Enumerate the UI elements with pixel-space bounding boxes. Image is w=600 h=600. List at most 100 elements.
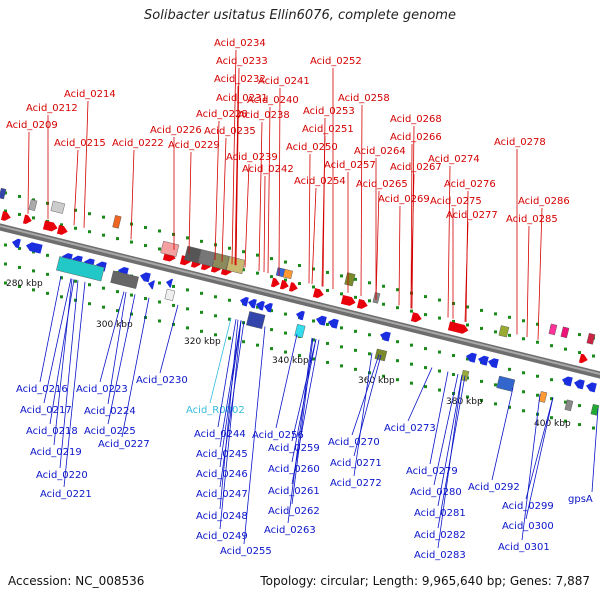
track-dot (592, 426, 595, 430)
track-dot (368, 299, 371, 303)
reverse-gene-arrow (12, 238, 21, 249)
gene-label-bottom: Acid_R0002 (186, 405, 245, 416)
gene-leader-bottom (525, 397, 554, 500)
reverse-gene-arrow (148, 280, 155, 290)
track-dot (102, 215, 105, 219)
track-dot (88, 283, 91, 287)
track-dot (256, 271, 259, 275)
track-dot (116, 290, 119, 294)
scale-tick-label: 380 kbp (446, 397, 483, 407)
reverse-gene-arrow (264, 302, 273, 313)
track-dot (592, 354, 595, 358)
gene-leader-top (410, 173, 415, 309)
gene-leader-bottom (291, 338, 314, 505)
forward-gene-arrow (42, 220, 58, 232)
gene-label-top: Acid_0212 (26, 103, 78, 114)
reverse-gene-arrow (316, 315, 327, 326)
gene-label-top: Acid_0229 (168, 140, 220, 151)
track-dot (368, 333, 371, 337)
gene-label-bottom: gpsA (568, 494, 593, 505)
gene-label-top: Acid_0231 (216, 93, 268, 104)
track-dot (214, 333, 217, 337)
gene-leader-bottom (107, 292, 127, 405)
gene-leader-top (83, 100, 89, 228)
gene-leader-top (27, 131, 30, 214)
feature-block (344, 272, 356, 287)
forward-gene-arrow (279, 279, 289, 290)
track-dot (452, 320, 455, 324)
forward-gene-arrow (0, 211, 11, 221)
track-dot (298, 282, 301, 286)
gene-leader-top (537, 207, 543, 340)
gene-leader-top (130, 149, 135, 240)
track-dot (396, 288, 399, 292)
feature-block (560, 326, 570, 339)
track-dot (480, 326, 483, 330)
track-dot (214, 295, 217, 299)
reverse-gene-arrow (296, 310, 305, 321)
gene-label-bottom: Acid_0247 (196, 489, 248, 500)
reverse-gene-arrow (562, 376, 573, 387)
track-dot (242, 250, 245, 254)
scale-tick-label: 400 kbp (534, 419, 571, 429)
track-dot (508, 333, 511, 337)
feature-block (198, 249, 216, 267)
track-dot (424, 347, 427, 351)
gene-label-top: Acid_0242 (242, 164, 294, 175)
genome-stats-label: Topology: circular; Length: 9,965,640 bp… (260, 574, 590, 588)
gene-leader-top (214, 120, 220, 261)
track-dot (4, 243, 7, 247)
gene-label-bottom: Acid_0216 (16, 384, 68, 395)
track-dot (172, 284, 175, 288)
forward-gene-arrow (312, 288, 324, 299)
gene-leader-top (410, 143, 413, 309)
forward-gene-arrow (179, 255, 191, 266)
track-dot (424, 385, 427, 389)
track-dot (270, 275, 273, 279)
track-dot (158, 229, 161, 233)
gene-label-bottom: Acid_0283 (414, 550, 466, 561)
gene-leader-bottom (99, 291, 125, 383)
track-dot (228, 336, 231, 340)
gene-label-bottom: Acid_0227 (98, 439, 150, 450)
genome-backbone-highlight (0, 224, 600, 376)
feature-block (0, 187, 7, 200)
forward-gene-arrow (270, 277, 280, 288)
track-dot (158, 319, 161, 323)
feature-block (564, 399, 574, 412)
feature-block (56, 256, 105, 282)
gene-label-bottom: Acid_0279 (406, 466, 458, 477)
track-dot (368, 371, 371, 375)
track-dot (88, 230, 91, 234)
gene-label-bottom: Acid_0217 (20, 405, 72, 416)
track-dot (396, 340, 399, 344)
scale-tick-label: 360 kbp (358, 376, 395, 386)
track-dot (270, 257, 273, 261)
gene-label-bottom: Acid_0249 (196, 531, 248, 542)
track-dot (130, 312, 133, 316)
track-dot (60, 223, 63, 227)
gene-label-top: Acid_0209 (6, 120, 58, 131)
forward-gene-arrow (356, 298, 368, 309)
gene-label-top: Acid_0250 (286, 142, 338, 153)
track-dot (18, 246, 21, 250)
track-dot (466, 323, 469, 327)
forward-gene-arrow (56, 224, 68, 235)
gene-leader-bottom (217, 319, 237, 428)
gene-leader-top (188, 151, 192, 254)
track-dot (18, 194, 21, 198)
track-dot (284, 260, 287, 264)
track-dot (32, 288, 35, 292)
track-dot (172, 232, 175, 236)
reverse-gene-arrow (240, 297, 249, 307)
track-dot (326, 341, 329, 345)
track-dot (494, 402, 497, 406)
track-dot (578, 423, 581, 427)
track-dot (354, 367, 357, 371)
forward-gene-arrow (410, 312, 422, 323)
gene-leader-top (267, 106, 271, 274)
track-dot (354, 295, 357, 299)
track-dot (298, 264, 301, 268)
track-dot (200, 329, 203, 333)
feature-block (294, 323, 306, 339)
